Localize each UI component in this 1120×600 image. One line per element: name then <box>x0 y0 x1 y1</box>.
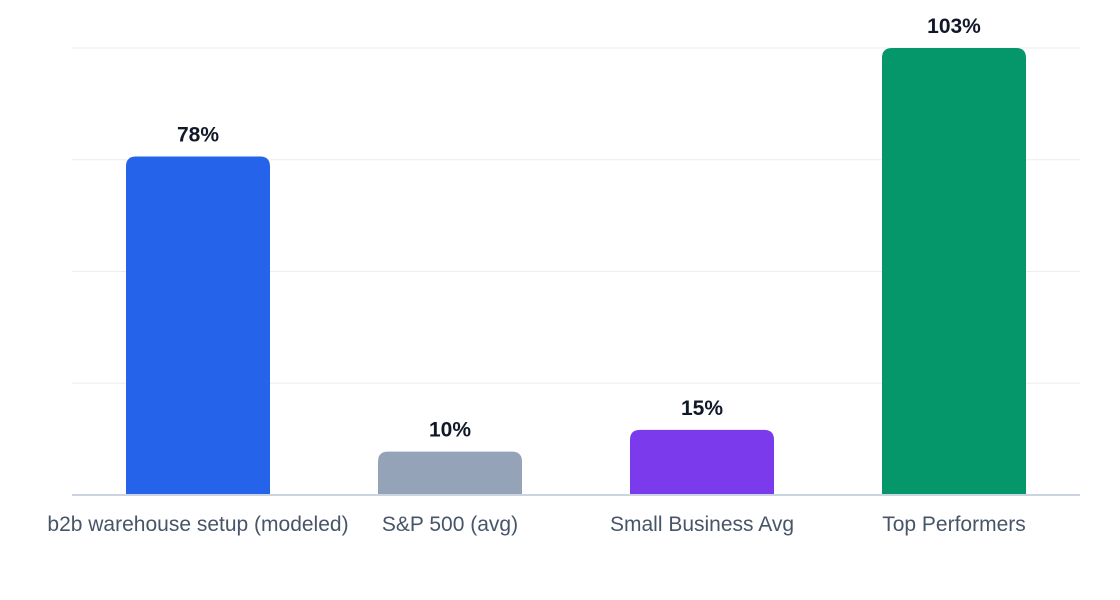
category-tick-label: Top Performers <box>882 513 1026 536</box>
bar-value-label: 103% <box>927 15 981 38</box>
bar <box>378 451 522 495</box>
labels-layer: 78% b2b warehouse setup (modeled) 10% S&P 5… <box>47 15 1025 536</box>
category-tick-label: S&P 500 (avg) <box>382 513 518 536</box>
category-tick-label: Small Business Avg <box>610 513 794 536</box>
category-tick-label: b2b warehouse setup (modeled) <box>47 513 348 536</box>
bar-value-label: 15% <box>681 397 723 420</box>
bars-layer <box>72 48 1080 496</box>
bar-value-label: 10% <box>429 419 471 442</box>
bar <box>630 429 774 495</box>
bar <box>126 156 270 495</box>
bar <box>882 48 1026 495</box>
bar-value-label: 78% <box>177 123 219 146</box>
